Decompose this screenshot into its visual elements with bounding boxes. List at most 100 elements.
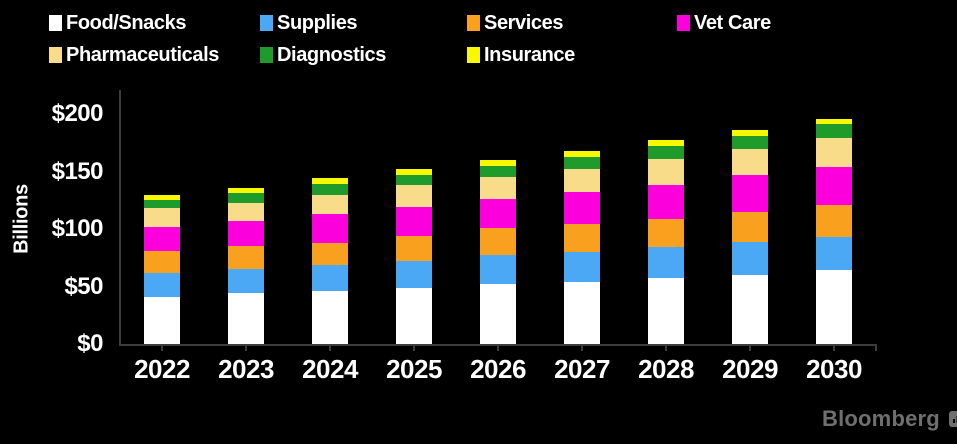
- bar-segment-2028-insurance: [648, 140, 684, 147]
- bar-segment-2023-vet-care: [228, 220, 264, 247]
- bar-2029: [732, 130, 768, 344]
- bar-segment-2029-services: [732, 211, 768, 242]
- x-tick-2022: [161, 344, 163, 351]
- legend-label-food-snacks: Food/Snacks: [66, 11, 187, 34]
- x-label-2029: 2029: [722, 354, 778, 384]
- bar-segment-2023-pharmaceuticals: [228, 202, 264, 221]
- x-tick-2026: [497, 344, 499, 351]
- bar-segment-2028-services: [648, 218, 684, 248]
- bar-segment-2024-diagnostics: [312, 184, 348, 195]
- bar-segment-2025-insurance: [396, 169, 432, 175]
- bar-segment-2025-pharmaceuticals: [396, 185, 432, 208]
- bar-segment-2024-vet-care: [312, 214, 348, 243]
- bar-segment-2022-services: [144, 250, 180, 273]
- bar-2030: [816, 118, 852, 344]
- x-tick-2027: [581, 344, 583, 351]
- bar-segment-2022-food-snacks: [144, 296, 180, 344]
- bar-segment-2026-services: [480, 227, 516, 256]
- legend-label-diagnostics: Diagnostics: [277, 43, 386, 66]
- x-label-2024: 2024: [302, 354, 358, 384]
- legend-swatch-food-snacks: [49, 15, 62, 31]
- x-tick-2023: [245, 344, 247, 351]
- bar-2024: [312, 178, 348, 344]
- bar-segment-2023-services: [228, 246, 264, 270]
- bar-segment-2026-pharmaceuticals: [480, 177, 516, 200]
- bar-segment-2029-food-snacks: [732, 274, 768, 344]
- bar-segment-2030-pharmaceuticals: [816, 138, 852, 167]
- legend-swatch-vet-care: [677, 15, 690, 31]
- legend-label-services: Services: [484, 11, 564, 34]
- x-label-2025: 2025: [386, 354, 442, 384]
- bar-segment-2023-diagnostics: [228, 193, 264, 203]
- bar-segment-2027-vet-care: [564, 192, 600, 225]
- legend-item-insurance: Insurance: [467, 44, 575, 66]
- bar-segment-2024-supplies: [312, 264, 348, 292]
- bar-segment-2027-pharmaceuticals: [564, 169, 600, 193]
- bar-chart-icon: [948, 411, 957, 427]
- bar-segment-2027-food-snacks: [564, 281, 600, 344]
- x-label-2023: 2023: [218, 354, 274, 384]
- bar-segment-2022-diagnostics: [144, 200, 180, 209]
- x-axis-end-tick: [875, 344, 877, 351]
- y-axis-line: [119, 90, 121, 346]
- bloomberg-logo: Bloomberg: [822, 406, 957, 432]
- x-label-2028: 2028: [638, 354, 694, 384]
- legend-item-services: Services: [467, 11, 564, 34]
- bar-2022: [144, 194, 180, 344]
- bar-segment-2026-vet-care: [480, 199, 516, 228]
- bar-segment-2023-supplies: [228, 269, 264, 294]
- y-tick-label-0: $0: [77, 330, 103, 357]
- x-tick-2030: [833, 344, 835, 351]
- bar-segment-2027-diagnostics: [564, 156, 600, 170]
- bar-2026: [480, 160, 516, 344]
- bar-segment-2026-insurance: [480, 160, 516, 166]
- bar-segment-2025-services: [396, 235, 432, 262]
- bar-segment-2028-vet-care: [648, 185, 684, 219]
- y-tick-label-200: $200: [51, 100, 104, 127]
- legend-swatch-services: [467, 15, 480, 31]
- bar-segment-2025-vet-care: [396, 207, 432, 236]
- x-label-2030: 2030: [806, 354, 862, 384]
- x-label-2022: 2022: [134, 354, 190, 384]
- bar-segment-2024-services: [312, 242, 348, 265]
- bloomberg-logo-text: Bloomberg: [822, 406, 940, 431]
- bar-segment-2030-services: [816, 204, 852, 238]
- bar-segment-2022-supplies: [144, 272, 180, 297]
- bar-segment-2029-insurance: [732, 130, 768, 136]
- x-tick-2025: [413, 344, 415, 351]
- legend-label-insurance: Insurance: [484, 43, 575, 66]
- bar-segment-2027-supplies: [564, 252, 600, 282]
- bar-segment-2026-supplies: [480, 255, 516, 285]
- y-tick-label-150: $150: [51, 157, 104, 185]
- x-tick-2028: [665, 344, 667, 351]
- bar-segment-2028-pharmaceuticals: [648, 158, 684, 186]
- bar-segment-2028-diagnostics: [648, 146, 684, 159]
- bar-segment-2030-supplies: [816, 237, 852, 271]
- bar-segment-2022-insurance: [144, 194, 180, 201]
- bar-2023: [228, 187, 264, 344]
- bar-segment-2030-insurance: [816, 118, 852, 125]
- bar-segment-2025-food-snacks: [396, 287, 432, 344]
- bar-2027: [564, 150, 600, 344]
- bar-segment-2028-supplies: [648, 247, 684, 279]
- legend-swatch-pharmaceuticals: [49, 47, 62, 63]
- x-tick-2024: [329, 344, 331, 351]
- bar-segment-2025-diagnostics: [396, 174, 432, 186]
- x-tick-2029: [749, 344, 751, 351]
- legend-label-pharmaceuticals: Pharmaceuticals: [66, 43, 219, 66]
- legend-item-diagnostics: Diagnostics: [260, 44, 386, 66]
- bar-segment-2024-pharmaceuticals: [312, 194, 348, 215]
- bar-segment-2023-food-snacks: [228, 293, 264, 344]
- bar-segment-2024-food-snacks: [312, 291, 348, 344]
- bar-segment-2022-pharmaceuticals: [144, 208, 180, 227]
- x-label-2027: 2027: [554, 354, 610, 384]
- legend-item-supplies: Supplies: [260, 12, 358, 34]
- legend-item-food-snacks: Food/Snacks: [49, 12, 186, 34]
- legend-swatch-diagnostics: [260, 47, 273, 63]
- bar-segment-2029-supplies: [732, 241, 768, 275]
- bar-segment-2025-supplies: [396, 261, 432, 288]
- legend-swatch-insurance: [467, 47, 480, 63]
- legend-item-vet-care: Vet Care: [677, 12, 771, 34]
- bar-segment-2030-vet-care: [816, 166, 852, 205]
